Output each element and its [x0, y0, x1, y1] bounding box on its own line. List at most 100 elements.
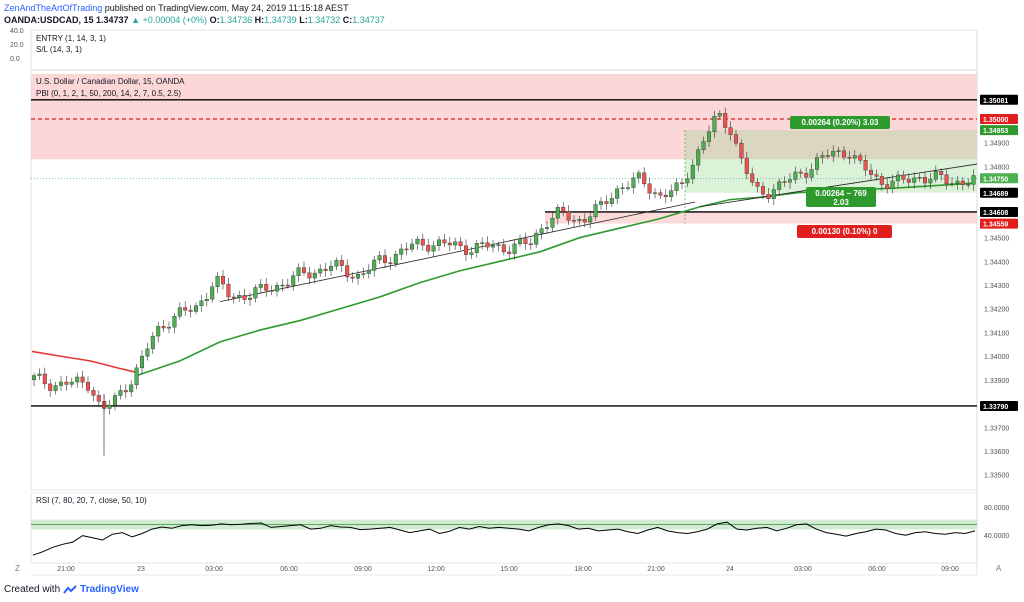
candle [582, 219, 587, 223]
main-pane-title: U.S. Dollar / Canadian Dollar, 15, OANDA [36, 77, 185, 86]
candle [172, 316, 177, 328]
candle [642, 172, 647, 185]
candle [636, 172, 641, 179]
target-box-bg [790, 116, 890, 129]
candle [329, 265, 334, 271]
candle [842, 150, 847, 158]
support-label-bg [980, 206, 1018, 217]
candle [383, 255, 388, 263]
low-line-label: 1.33790 [983, 404, 1008, 411]
candle [161, 326, 166, 329]
candle [690, 164, 695, 180]
candle [960, 180, 965, 186]
candle [599, 201, 604, 205]
author-link[interactable]: ZenAndTheArtOfTrading [4, 3, 103, 13]
candle [415, 238, 420, 245]
candle [750, 173, 755, 183]
candle [912, 177, 917, 183]
candle [577, 219, 582, 222]
candle [366, 270, 371, 274]
candle [420, 238, 425, 246]
candle [112, 395, 117, 406]
high-value: 1.34739 [264, 15, 297, 25]
time-tick-label: 06:00 [280, 566, 298, 573]
target-label-bg [980, 114, 1018, 124]
candle [701, 141, 706, 151]
stop-box-bg [797, 225, 892, 238]
top-pane-label: S/L (14, 3, 1) [36, 45, 82, 54]
candle [458, 241, 463, 246]
tradingview-brand[interactable]: TradingView [80, 584, 139, 595]
center-box-bg [806, 187, 876, 207]
candle [323, 268, 328, 271]
main-pane-indicator: PBI (0, 1, 2, 1, 50, 200, 14, 2, 7, 0.5,… [36, 89, 181, 98]
entry-label: 1.34689 [983, 191, 1008, 198]
current-price-label: 1.34750 [983, 176, 1008, 183]
price-tick-label: 1.34500 [984, 236, 1009, 243]
candle [145, 348, 150, 357]
candle [204, 298, 209, 302]
candle [447, 242, 452, 246]
candle [437, 239, 442, 246]
time-tick-label: 15:00 [500, 566, 518, 573]
candle [80, 376, 85, 383]
low-value: 1.34732 [307, 15, 341, 25]
candle [663, 194, 668, 198]
candle [139, 355, 144, 369]
stop-label-bg [980, 218, 1018, 229]
candle [890, 180, 895, 189]
open-value: 1.34736 [219, 15, 253, 25]
low-line-label-bg [980, 400, 1018, 411]
candle [404, 248, 409, 251]
candle [609, 198, 614, 204]
price-tick-label: 1.34100 [984, 330, 1009, 337]
publish-line: ZenAndTheArtOfTrading published on Tradi… [4, 3, 349, 13]
candle [512, 243, 517, 254]
candle [874, 174, 879, 177]
auto-scale-corner[interactable]: A [996, 564, 1002, 573]
candle [955, 180, 960, 184]
candle [869, 169, 874, 175]
candle [37, 373, 42, 376]
candle [150, 335, 155, 350]
candle [188, 309, 193, 312]
published-text: published on TradingView.com, May 24, 20… [104, 3, 349, 13]
candle [820, 155, 825, 158]
candle [761, 186, 766, 195]
candle [210, 286, 215, 300]
tradingview-logo-icon [63, 584, 77, 594]
candle [183, 307, 188, 311]
candle [933, 171, 938, 180]
candle [134, 367, 139, 386]
candle [966, 184, 971, 186]
top-pane-scale-label: 40.0 [10, 28, 24, 35]
tp-label-bg [980, 125, 1018, 136]
candle [48, 383, 53, 391]
price-tick-label: 1.34200 [984, 307, 1009, 314]
candle [928, 179, 933, 184]
candle [863, 160, 868, 171]
candle [96, 395, 101, 402]
candle [75, 376, 80, 383]
candle [815, 157, 820, 170]
top-pane-scale-label: 0.0 [10, 56, 20, 63]
candle [42, 373, 47, 385]
candle [496, 244, 501, 246]
candle [545, 227, 550, 229]
candle [626, 187, 631, 189]
price-tick-label: 1.34900 [984, 141, 1009, 148]
candle [393, 254, 398, 264]
candle [269, 290, 274, 292]
candle [658, 192, 663, 196]
candle [680, 182, 685, 185]
candle [107, 404, 112, 409]
candle [885, 184, 890, 189]
candle [453, 241, 458, 246]
candle [53, 385, 58, 391]
zoom-corner[interactable]: Z [15, 564, 20, 573]
candle [734, 134, 739, 144]
candle [220, 275, 225, 285]
candle [302, 267, 307, 273]
last-price: 1.34737 [96, 15, 129, 25]
